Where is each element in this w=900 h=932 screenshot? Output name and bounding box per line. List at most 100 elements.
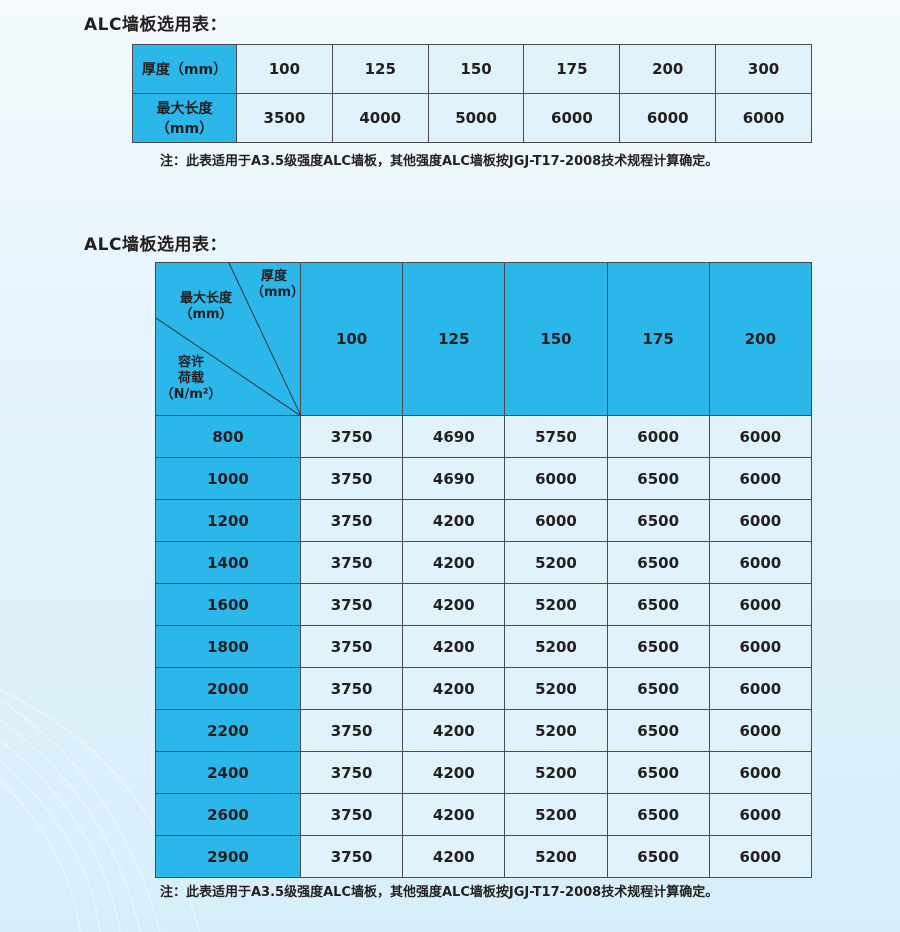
length-cell: 6000 bbox=[708, 835, 813, 878]
length-cell: 3500 bbox=[236, 93, 333, 143]
length-cell: 3750 bbox=[299, 667, 404, 710]
length-cell: 6500 bbox=[606, 625, 710, 668]
label: 厚度 bbox=[260, 269, 287, 284]
thickness-cell: 100 bbox=[236, 44, 333, 94]
load-cell: 2600 bbox=[155, 793, 301, 836]
length-cell: 4690 bbox=[402, 415, 506, 458]
length-cell: 6500 bbox=[606, 667, 710, 710]
thickness-header: 200 bbox=[708, 262, 813, 416]
load-cell: 2400 bbox=[155, 751, 301, 794]
load-cell: 2900 bbox=[155, 835, 301, 878]
row-header: 厚度（mm） bbox=[132, 44, 237, 94]
thickness-cell: 125 bbox=[331, 44, 429, 94]
load-cell: 1800 bbox=[155, 625, 301, 668]
table-row: 2200 3750 4200 5200 6500 6000 bbox=[155, 709, 813, 752]
label: 容许 bbox=[177, 355, 204, 370]
table-row: 2400 3750 4200 5200 6500 6000 bbox=[155, 751, 813, 794]
header-row: 厚度 （mm） 最大长度 （mm） 容许 荷载 （N/m²） 100 125 150 175 2… bbox=[155, 262, 813, 416]
row-header: 最大长度（mm） bbox=[132, 93, 237, 143]
length-cell: 6500 bbox=[606, 709, 710, 752]
corner-thickness: 厚度 （mm） bbox=[251, 269, 304, 301]
length-cell: 5200 bbox=[504, 709, 608, 752]
length-cell: 4200 bbox=[402, 709, 506, 752]
table-row: 2900 3750 4200 5200 6500 6000 bbox=[155, 835, 813, 878]
length-cell: 4200 bbox=[402, 793, 506, 836]
length-cell: 6500 bbox=[606, 499, 710, 542]
length-cell: 3750 bbox=[299, 709, 404, 752]
note: 注：此表适用于A3.5级强度ALC墙板，其他强度ALC墙板按JGJ-T17-20… bbox=[160, 885, 719, 900]
length-cell: 6000 bbox=[715, 93, 812, 143]
length-cell: 4000 bbox=[331, 93, 429, 143]
length-cell: 3750 bbox=[299, 793, 404, 836]
length-cell: 6000 bbox=[708, 793, 813, 836]
label: 最大长度 bbox=[179, 291, 232, 306]
load-cell: 2200 bbox=[155, 709, 301, 752]
length-cell: 3750 bbox=[299, 541, 404, 584]
thickness-cell: 300 bbox=[715, 44, 812, 94]
length-cell: 6000 bbox=[708, 457, 813, 500]
length-cell: 6000 bbox=[708, 667, 813, 710]
length-cell: 3750 bbox=[299, 583, 404, 626]
length-cell: 3750 bbox=[299, 499, 404, 542]
thickness-header: 175 bbox=[606, 262, 710, 416]
length-cell: 6000 bbox=[523, 93, 621, 143]
table-row: 1200 3750 4200 6000 6500 6000 bbox=[155, 499, 813, 542]
length-cell: 6000 bbox=[708, 415, 813, 458]
length-cell: 3750 bbox=[299, 457, 404, 500]
length-cell: 5000 bbox=[427, 93, 525, 143]
length-cell: 6500 bbox=[606, 583, 710, 626]
length-cell: 5200 bbox=[504, 667, 608, 710]
section2-title: ALC墙板选用表： bbox=[84, 235, 227, 255]
length-cell: 4200 bbox=[402, 835, 506, 878]
length-cell: 6000 bbox=[708, 541, 813, 584]
max-length-row: 最大长度（mm） 3500 4000 5000 6000 6000 6000 bbox=[132, 93, 812, 143]
table-row: 2000 3750 4200 5200 6500 6000 bbox=[155, 667, 813, 710]
length-cell: 4690 bbox=[402, 457, 506, 500]
load-cell: 1000 bbox=[155, 457, 301, 500]
length-cell: 6000 bbox=[708, 751, 813, 794]
length-cell: 6000 bbox=[708, 583, 813, 626]
length-cell: 5200 bbox=[504, 793, 608, 836]
section1-title: ALC墙板选用表： bbox=[84, 15, 227, 35]
length-cell: 5750 bbox=[504, 415, 608, 458]
corner-load: 容许 荷载 （N/m²） bbox=[158, 355, 224, 403]
label: （mm） bbox=[251, 285, 305, 300]
length-cell: 5200 bbox=[504, 835, 608, 878]
thickness-length-table: 厚度（mm） 100 125 150 175 200 300 最大长度（mm） 3500 400… bbox=[132, 44, 812, 143]
label: （N/m²） bbox=[160, 387, 222, 402]
load-cell: 1200 bbox=[155, 499, 301, 542]
corner-length: 最大长度 （mm） bbox=[166, 291, 246, 323]
length-cell: 6000 bbox=[708, 499, 813, 542]
load-cell: 800 bbox=[155, 415, 301, 458]
length-cell: 6000 bbox=[619, 93, 717, 143]
length-cell: 6000 bbox=[606, 415, 710, 458]
length-cell: 4200 bbox=[402, 541, 506, 584]
length-cell: 6500 bbox=[606, 793, 710, 836]
length-cell: 6500 bbox=[606, 835, 710, 878]
length-cell: 3750 bbox=[299, 751, 404, 794]
length-cell: 5200 bbox=[504, 583, 608, 626]
length-cell: 4200 bbox=[402, 667, 506, 710]
thickness-row: 厚度（mm） 100 125 150 175 200 300 bbox=[132, 44, 812, 94]
length-cell: 3750 bbox=[299, 835, 404, 878]
length-cell: 6000 bbox=[708, 625, 813, 668]
thickness-cell: 175 bbox=[523, 44, 621, 94]
label: 荷载 bbox=[177, 371, 204, 386]
length-cell: 5200 bbox=[504, 751, 608, 794]
label: （mm） bbox=[179, 307, 233, 322]
length-cell: 3750 bbox=[299, 625, 404, 668]
load-length-table: 厚度 （mm） 最大长度 （mm） 容许 荷载 （N/m²） 100 125 150 175 2… bbox=[155, 262, 813, 878]
length-cell: 4200 bbox=[402, 751, 506, 794]
table-row: 800 3750 4690 5750 6000 6000 bbox=[155, 415, 813, 458]
diagonal-lines bbox=[156, 263, 301, 416]
thickness-header: 100 bbox=[299, 262, 404, 416]
length-cell: 3750 bbox=[299, 415, 404, 458]
table-row: 1800 3750 4200 5200 6500 6000 bbox=[155, 625, 813, 668]
load-cell: 1600 bbox=[155, 583, 301, 626]
note: 注：此表适用于A3.5级强度ALC墙板，其他强度ALC墙板按JGJ-T17-20… bbox=[160, 154, 719, 169]
thickness-header: 125 bbox=[402, 262, 506, 416]
table-row: 1600 3750 4200 5200 6500 6000 bbox=[155, 583, 813, 626]
thickness-header: 150 bbox=[504, 262, 608, 416]
length-cell: 4200 bbox=[402, 583, 506, 626]
length-cell: 5200 bbox=[504, 625, 608, 668]
